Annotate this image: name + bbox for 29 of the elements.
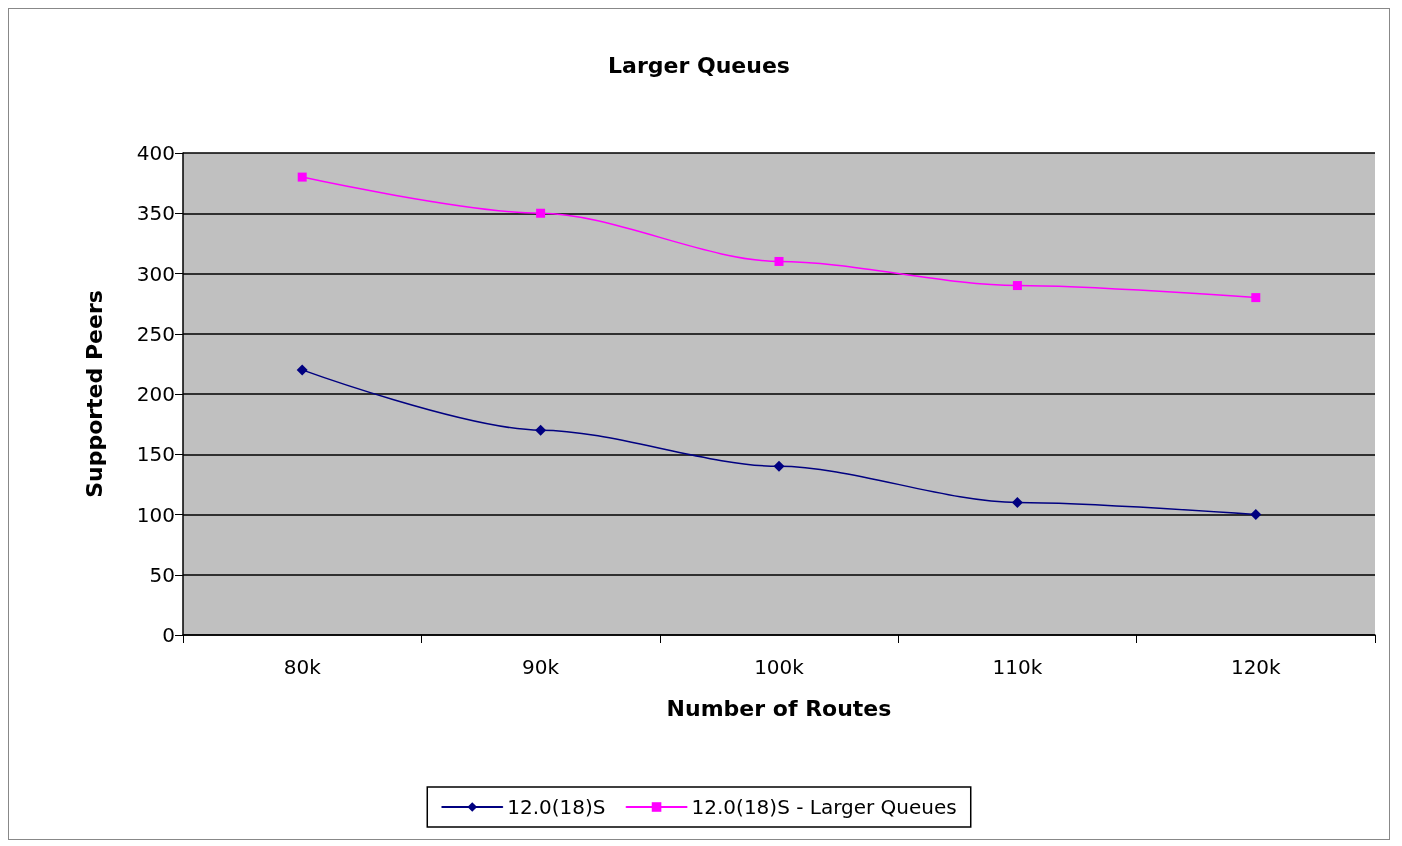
legend-label: 12.0(18)S - Larger Queues <box>691 795 957 819</box>
point <box>297 172 307 182</box>
y-tick-label: 300 <box>136 261 175 286</box>
point <box>296 364 308 376</box>
y-tick-label: 200 <box>136 382 175 406</box>
x-tick-label: 110k <box>992 655 1043 679</box>
point <box>535 424 547 436</box>
y-tick-label: 150 <box>136 442 175 467</box>
point <box>774 256 784 266</box>
y-tick-label: 350 <box>136 201 175 226</box>
y-tick-label: 50 <box>149 562 175 587</box>
y-tick-label: 100 <box>136 502 175 527</box>
x-axis-title: Number of Routes <box>666 695 892 721</box>
point <box>1011 496 1023 508</box>
legend-label: 12.0(18)S <box>507 795 606 819</box>
chart-title: Larger Queues <box>608 52 790 78</box>
y-tick-label: 400 <box>136 141 175 165</box>
y-tick-label: 250 <box>136 321 175 346</box>
x-tick-label: 90k <box>522 655 560 679</box>
y-axis-title: Supported Peers <box>81 290 107 498</box>
point <box>1250 509 1262 520</box>
x-tick-label: 120k <box>1230 655 1282 679</box>
y-tick-label: 0 <box>162 623 175 647</box>
x-tick-label: 80k <box>283 655 322 679</box>
point <box>1012 281 1022 291</box>
point <box>773 460 785 472</box>
point <box>536 208 546 218</box>
x-tick-label: 100k <box>754 655 805 679</box>
point <box>1251 293 1261 303</box>
